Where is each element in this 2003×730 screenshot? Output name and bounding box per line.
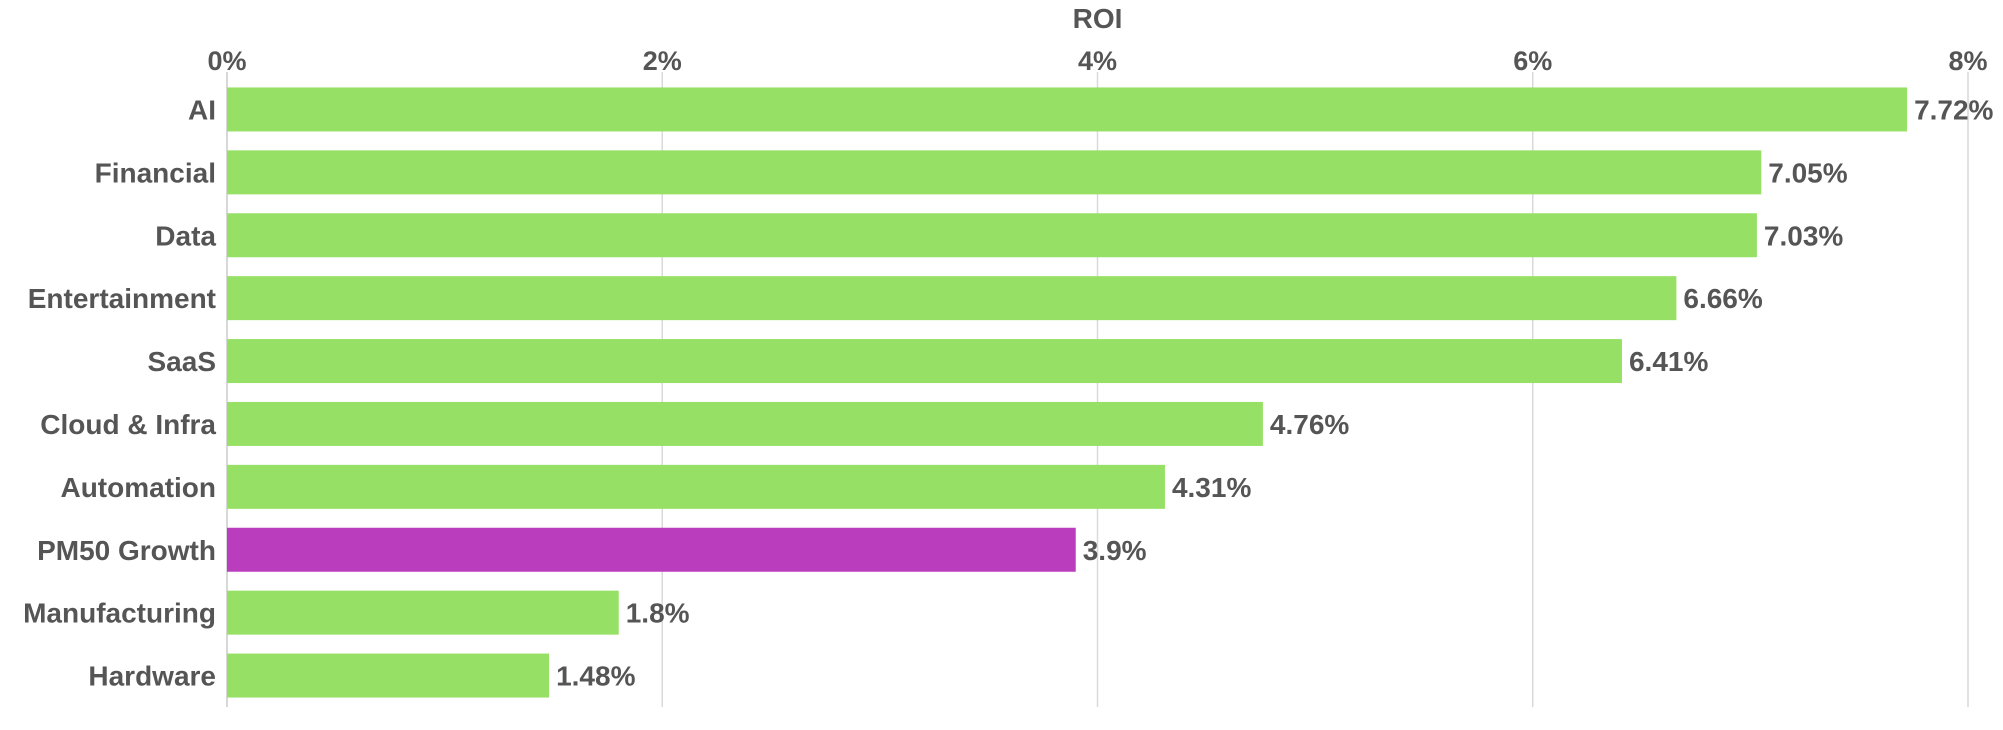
bar bbox=[227, 401, 1263, 446]
category-label: Financial bbox=[95, 157, 216, 188]
x-tick-label: 4% bbox=[1078, 46, 1117, 76]
data-label: 7.03% bbox=[1764, 220, 1843, 251]
category-label: Entertainment bbox=[28, 283, 216, 314]
data-label: 1.48% bbox=[556, 661, 635, 692]
value-labels: 7.72% 7.05% 7.03% 6.66% 6.41% 4.76% 4.31% 3.9% 1… bbox=[556, 94, 1993, 691]
bar bbox=[227, 150, 1762, 195]
category-labels: AI Financial Data Entertainment SaaS Cloud & … bbox=[23, 94, 216, 691]
bar bbox=[227, 464, 1165, 509]
data-label: 1.8% bbox=[626, 598, 690, 629]
category-label: AI bbox=[188, 94, 216, 125]
bar bbox=[227, 276, 1677, 321]
category-label: PM50 Growth bbox=[37, 535, 216, 566]
x-tick-label: 8% bbox=[1948, 46, 1987, 76]
data-label: 7.05% bbox=[1768, 157, 1847, 188]
category-label: Hardware bbox=[88, 661, 216, 692]
bar bbox=[227, 527, 1076, 572]
data-label: 6.41% bbox=[1629, 346, 1708, 377]
x-tick-label: 0% bbox=[207, 46, 246, 76]
x-axis-title: ROI bbox=[1073, 3, 1123, 34]
bar bbox=[227, 213, 1757, 258]
data-label: 3.9% bbox=[1083, 535, 1147, 566]
bar bbox=[227, 87, 1908, 132]
data-label: 4.31% bbox=[1172, 472, 1251, 503]
category-label: SaaS bbox=[148, 346, 217, 377]
bar bbox=[227, 653, 550, 698]
category-label: Automation bbox=[60, 472, 216, 503]
category-label: Data bbox=[155, 220, 216, 251]
category-label: Cloud & Infra bbox=[40, 409, 216, 440]
data-label: 4.76% bbox=[1270, 409, 1349, 440]
category-label: Manufacturing bbox=[23, 598, 216, 629]
x-axis-ticks: 0% 2% 4% 6% 8% bbox=[207, 46, 1987, 76]
x-tick-label: 6% bbox=[1513, 46, 1552, 76]
x-tick-label: 2% bbox=[643, 46, 682, 76]
data-label: 6.66% bbox=[1683, 283, 1762, 314]
bar bbox=[227, 590, 619, 635]
bars bbox=[227, 87, 1908, 698]
bar bbox=[227, 339, 1622, 384]
data-label: 7.72% bbox=[1914, 94, 1993, 125]
